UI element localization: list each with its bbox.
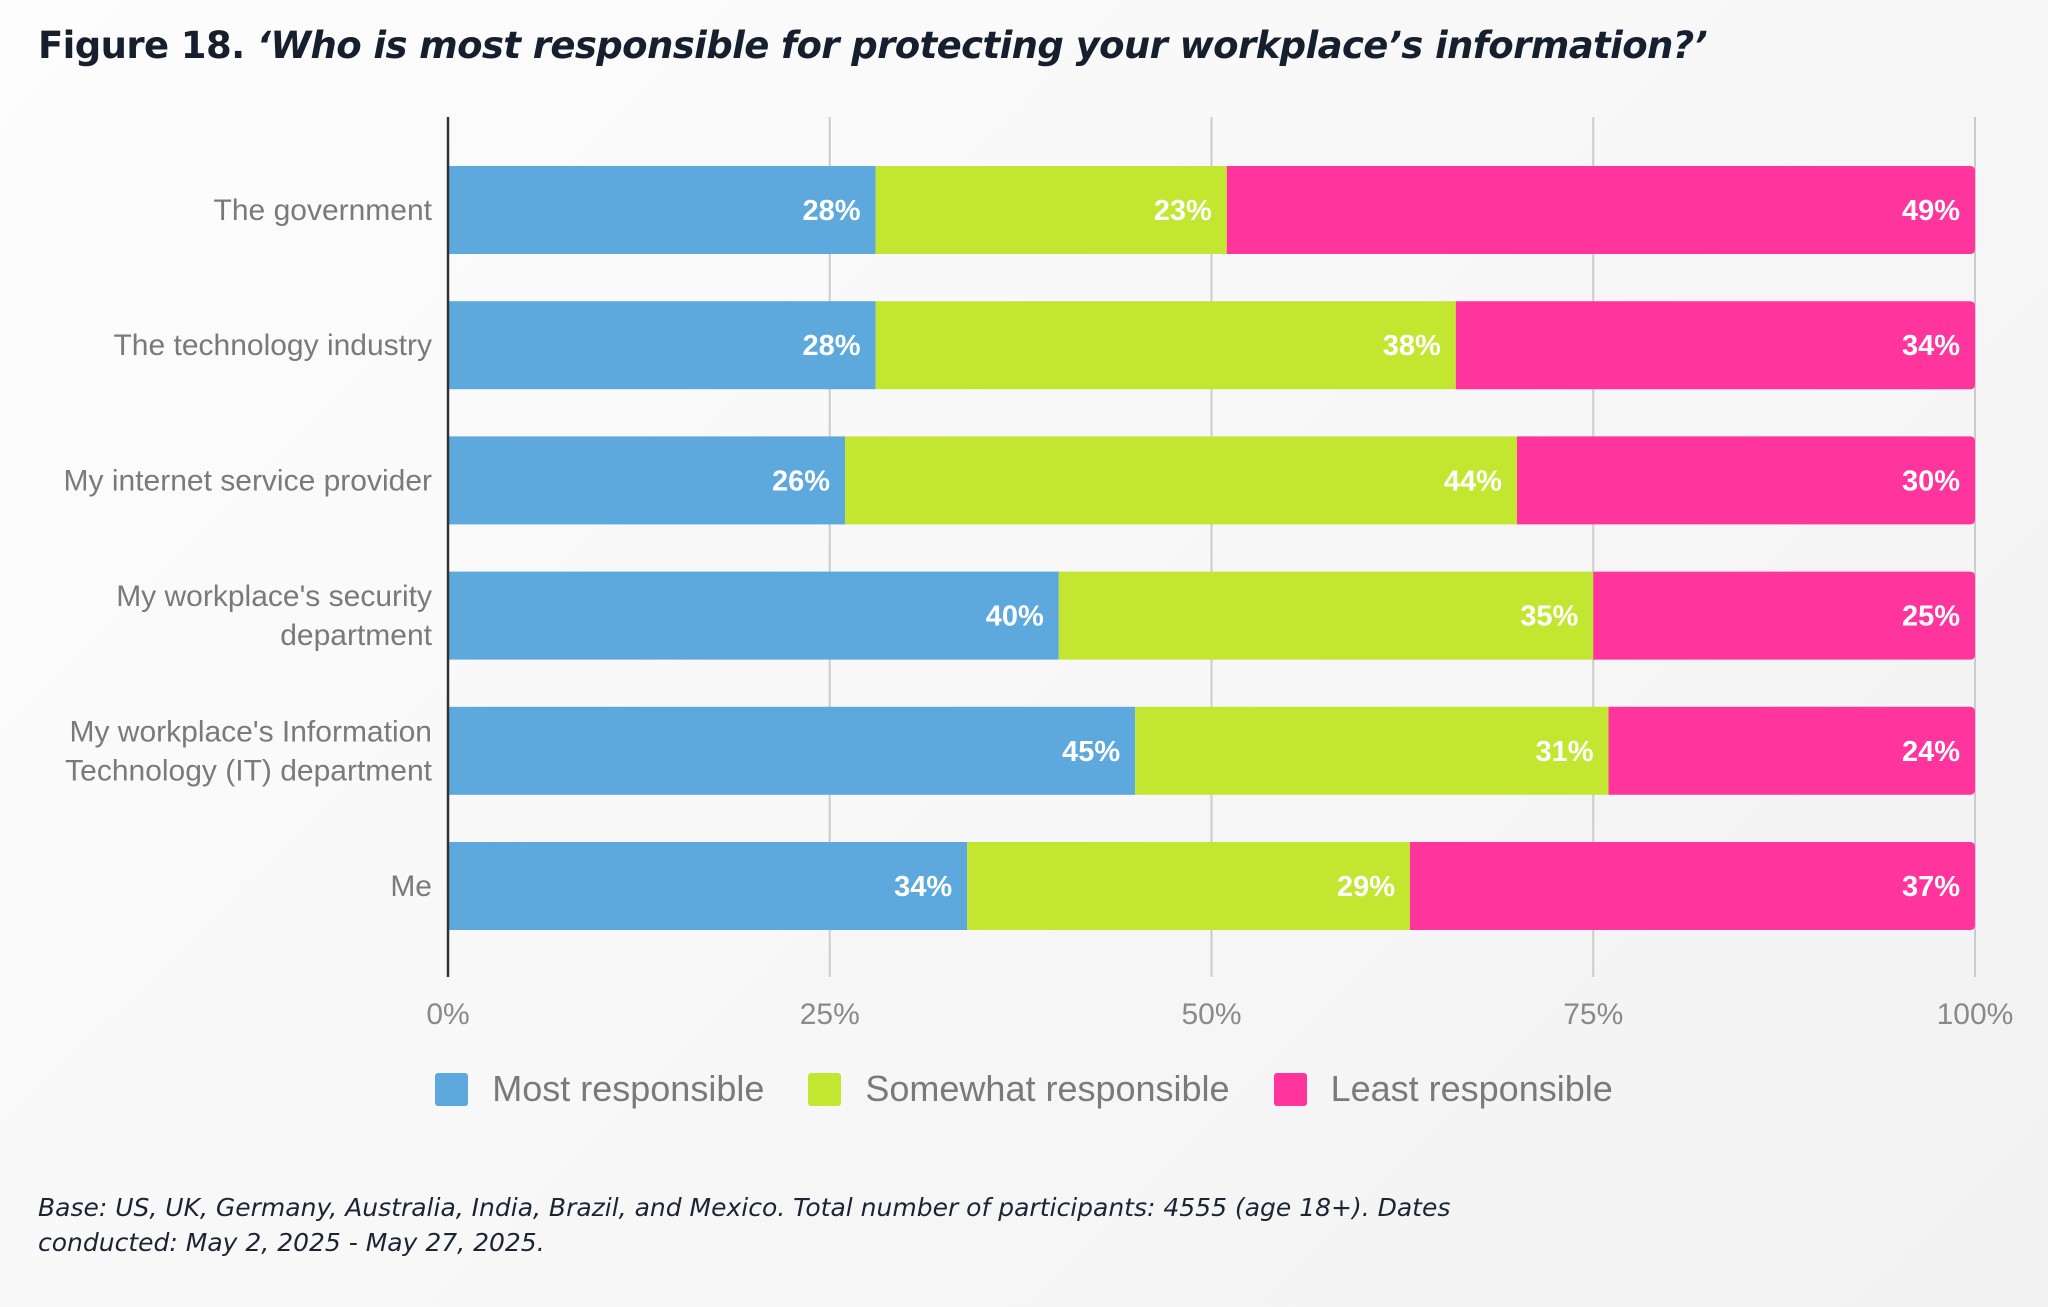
x-tick-label: 50% xyxy=(1181,998,1241,1031)
data-label-least: 34% xyxy=(1902,330,1960,362)
bar-segment-somewhat[interactable] xyxy=(845,436,1517,525)
category-label: Me xyxy=(390,870,432,903)
data-label-most: 26% xyxy=(772,465,830,497)
bar-segment-least[interactable] xyxy=(1226,166,1975,254)
bar-segment-least[interactable] xyxy=(1455,301,1975,390)
bar-segment-most[interactable] xyxy=(448,301,876,390)
data-label-somewhat: 44% xyxy=(1444,465,1502,497)
bar-row xyxy=(448,706,1975,795)
data-label-least: 24% xyxy=(1902,736,1960,768)
figure-question: ‘Who is most responsible for protecting … xyxy=(256,24,1708,67)
data-label-most: 34% xyxy=(894,871,952,903)
data-label-somewhat: 35% xyxy=(1520,601,1578,633)
bar-segment-least[interactable] xyxy=(1516,436,1975,525)
bar-row xyxy=(448,301,1975,390)
bar-segment-somewhat[interactable] xyxy=(875,166,1227,254)
data-label-most: 28% xyxy=(803,195,861,227)
x-tick-label: 0% xyxy=(426,998,469,1031)
figure-label: Figure 18. xyxy=(38,24,245,67)
bar-row xyxy=(448,436,1975,525)
bar-segment-somewhat[interactable] xyxy=(1058,571,1594,660)
category-label: The technology industry xyxy=(113,329,432,362)
data-label-somewhat: 38% xyxy=(1383,330,1441,362)
category-label: My workplace's Information Technology (IT… xyxy=(65,715,433,787)
category-label: My workplace's security department xyxy=(116,580,432,652)
category-label: The government xyxy=(214,194,433,227)
data-label-most: 40% xyxy=(986,601,1044,633)
bar-segment-somewhat[interactable] xyxy=(967,842,1411,930)
legend-swatch-least xyxy=(1273,1072,1307,1106)
data-label-least: 49% xyxy=(1902,195,1960,227)
legend-item-least[interactable]: Least responsible xyxy=(1273,1068,1613,1110)
category-label: My internet service provider xyxy=(64,464,432,497)
bar-segment-somewhat[interactable] xyxy=(875,301,1456,390)
data-label-somewhat: 31% xyxy=(1535,736,1593,768)
data-label-somewhat: 29% xyxy=(1337,871,1395,903)
data-label-most: 28% xyxy=(803,330,861,362)
bar-row xyxy=(448,571,1975,660)
x-tick-label: 100% xyxy=(1937,998,2014,1031)
bars xyxy=(448,166,1975,930)
legend-swatch-somewhat xyxy=(808,1072,842,1106)
labels: 0% 25% 50% 75% 100% 28% 23% 49% The government 28… xyxy=(64,194,2014,1031)
bar-segment-most[interactable] xyxy=(448,166,876,254)
bar-segment-least[interactable] xyxy=(1593,571,1975,660)
legend-label-somewhat: Somewhat responsible xyxy=(865,1068,1230,1109)
bar-segment-most[interactable] xyxy=(448,436,846,525)
data-label-least: 37% xyxy=(1902,871,1960,903)
data-label-somewhat: 23% xyxy=(1154,195,1212,227)
x-tick-label: 25% xyxy=(800,998,860,1031)
bar-segment-most[interactable] xyxy=(448,706,1136,795)
bar-row xyxy=(448,842,1975,930)
legend-label-least: Least responsible xyxy=(1330,1068,1613,1109)
data-label-most: 45% xyxy=(1062,736,1120,768)
figure-title: Figure 18. ‘Who is most responsible for … xyxy=(38,24,1708,67)
data-label-least: 25% xyxy=(1902,601,1960,633)
gridlines xyxy=(828,117,1976,977)
legend-label-most: Most responsible xyxy=(492,1068,765,1109)
bar-segment-least[interactable] xyxy=(1608,706,1975,795)
footnote: Base: US, UK, Germany, Australia, India,… xyxy=(38,1193,1451,1257)
bar-segment-least[interactable] xyxy=(1410,842,1975,930)
bar-segment-somewhat[interactable] xyxy=(1135,706,1609,795)
bar-segment-most[interactable] xyxy=(448,571,1059,660)
bar-row xyxy=(448,166,1975,254)
legend-item-most[interactable]: Most responsible xyxy=(435,1068,764,1110)
legend-swatch-most xyxy=(435,1072,469,1106)
legend: Most responsible Somewhat responsible Le… xyxy=(0,1068,2048,1110)
bar-segment-most[interactable] xyxy=(448,842,968,930)
x-tick-label: 75% xyxy=(1563,998,1623,1031)
data-label-least: 30% xyxy=(1902,465,1960,497)
legend-item-somewhat[interactable]: Somewhat responsible xyxy=(808,1068,1230,1110)
